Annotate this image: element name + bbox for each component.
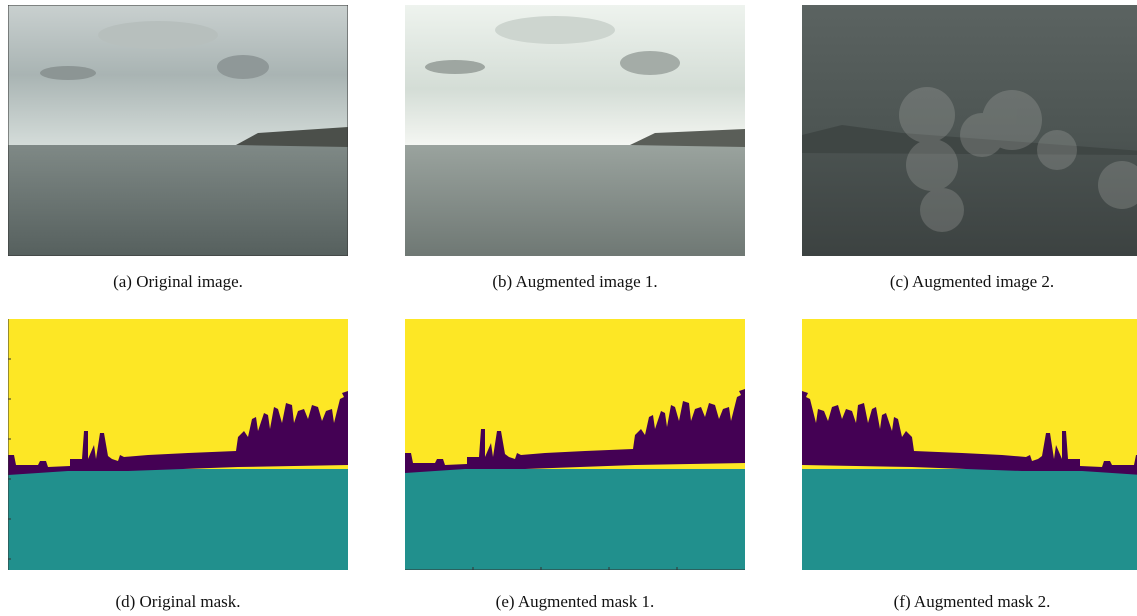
augmented-image-2 [802, 5, 1137, 256]
original-mask [8, 319, 348, 570]
caption: (c) Augmented image 2. [792, 272, 1137, 292]
augmented-mask-2 [802, 319, 1137, 570]
augmented-mask-1 [405, 319, 745, 570]
caption: (e) Augmented mask 1. [395, 592, 755, 612]
augmented-image-1 [405, 5, 745, 256]
caption: (b) Augmented image 1. [395, 272, 755, 292]
caption: (a) Original image. [0, 272, 358, 292]
caption: (f) Augmented mask 2. [792, 592, 1137, 612]
figure: (a) Original image. (b) Augmented image … [0, 0, 1137, 616]
original-image [8, 5, 348, 256]
caption: (d) Original mask. [0, 592, 358, 612]
